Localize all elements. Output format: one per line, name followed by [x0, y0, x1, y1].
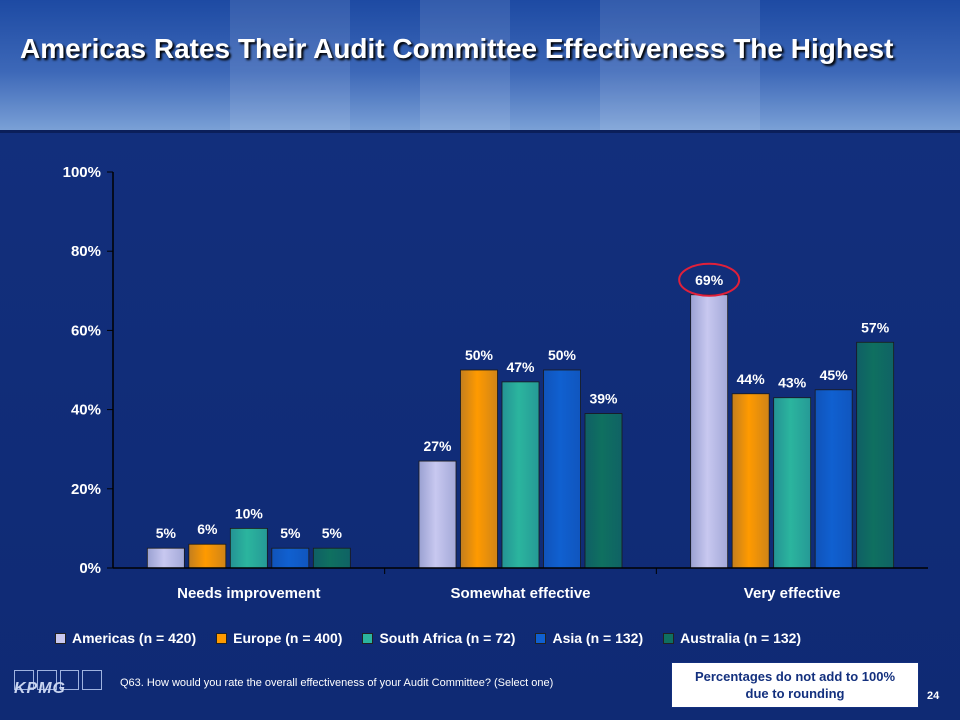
data-label: 10%	[235, 505, 264, 521]
data-label: 47%	[506, 359, 535, 375]
legend-item: Australia (n = 132)	[663, 630, 801, 646]
data-label: 27%	[423, 438, 452, 454]
bar	[773, 397, 812, 569]
slide-title: Americas Rates Their Audit Committee Eff…	[20, 33, 894, 64]
x-category-label: Very effective	[744, 585, 841, 602]
bar	[271, 547, 310, 569]
data-label: 69%	[695, 272, 724, 288]
bar	[460, 369, 498, 569]
bar	[731, 393, 770, 569]
bar	[418, 460, 457, 569]
legend-item: Americas (n = 420)	[55, 630, 196, 646]
data-label: 6%	[197, 521, 218, 537]
bar	[690, 294, 729, 569]
legend-item: South Africa (n = 72)	[362, 630, 515, 646]
highlight-circle	[678, 262, 741, 297]
x-category-label: Needs improvement	[177, 585, 320, 602]
bar	[543, 369, 581, 569]
data-label: 5%	[322, 525, 343, 541]
bar	[229, 527, 268, 569]
banner-decoration	[230, 0, 350, 130]
data-label: 39%	[589, 391, 618, 407]
x-category-label: Somewhat effective	[450, 585, 590, 602]
banner-decoration	[420, 0, 510, 130]
data-label: 44%	[737, 371, 766, 387]
legend-swatch	[663, 632, 675, 644]
legend-item: Europe (n = 400)	[216, 630, 342, 646]
data-label: 50%	[465, 347, 494, 363]
bar	[814, 389, 853, 569]
bar	[856, 341, 895, 569]
legend-label: Europe (n = 400)	[233, 630, 343, 646]
legend-label: Asia (n = 132)	[552, 630, 644, 646]
data-label: 50%	[548, 347, 577, 363]
kpmg-logo: KPMG	[14, 670, 102, 710]
legend-label: Australia (n = 132)	[680, 630, 802, 646]
y-tick-label: 40%	[71, 402, 101, 419]
data-label: 5%	[156, 525, 177, 541]
chart-legend: Americas (n = 420) Europe (n = 400) South …	[55, 630, 935, 646]
header-banner: Americas Rates Their Audit Committee Eff…	[0, 0, 960, 130]
y-tick-label: 20%	[71, 481, 101, 498]
y-tick-label: 80%	[71, 243, 101, 260]
legend-label: Americas (n = 420)	[72, 630, 197, 646]
bar	[146, 547, 185, 569]
legend-swatch	[535, 632, 547, 644]
bar	[501, 381, 540, 569]
legend-label: South Africa (n = 72)	[379, 630, 516, 646]
header-divider	[0, 130, 960, 133]
bar	[312, 547, 351, 569]
y-tick-label: 60%	[71, 322, 101, 339]
y-tick-label: 0%	[79, 560, 101, 577]
legend-item: Asia (n = 132)	[535, 630, 643, 646]
y-tick-label: 100%	[63, 164, 101, 181]
banner-decoration	[600, 0, 760, 130]
legend-swatch	[362, 632, 374, 644]
page-number: 24	[927, 690, 940, 702]
bar-chart: 0% 20% 40% 60% 80% 100% 5% 6% 10% 5% 5% Needs impro…	[63, 164, 928, 602]
data-label: 5%	[280, 525, 301, 541]
data-label: 45%	[820, 367, 849, 383]
rounding-note: Percentages do not add to 100% due to ro…	[671, 662, 919, 708]
data-label: 57%	[861, 319, 890, 335]
bar	[188, 543, 227, 569]
survey-question: Q63. How would you rate the overall effe…	[120, 677, 554, 689]
bar	[584, 413, 623, 569]
legend-swatch	[55, 632, 66, 644]
data-label: 43%	[778, 375, 807, 391]
legend-swatch	[216, 632, 228, 644]
